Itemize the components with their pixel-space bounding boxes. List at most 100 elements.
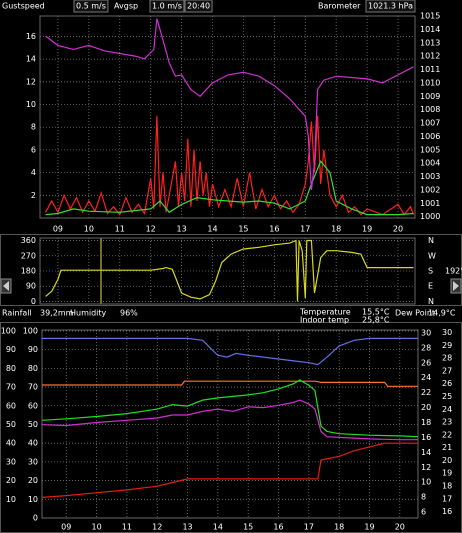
x-tick-label: 17 — [304, 523, 314, 532]
y-tick-label: 60 — [6, 401, 16, 410]
data-line — [41, 442, 418, 498]
y-tick-label: 1011 — [420, 65, 440, 74]
y-tick-label: 50 — [28, 420, 38, 429]
x-tick-label: 14 — [207, 225, 217, 234]
scroll-left[interactable] — [0, 278, 12, 294]
y-tick-label: 28 — [421, 343, 431, 352]
reading-value: 96% — [120, 309, 138, 318]
reading-label: Barometer — [318, 2, 361, 11]
y-tick-label: 29 — [442, 341, 452, 350]
y-tick-label: 10 — [6, 495, 16, 504]
y-tick-label: 30 — [442, 328, 452, 337]
y-tick-label: 1006 — [420, 132, 440, 141]
reading-label: Temperature — [299, 308, 351, 317]
y-tick-label: 1010 — [420, 78, 440, 87]
y-tick-label: 50 — [6, 420, 16, 429]
y-tick-label: S — [428, 267, 433, 276]
reading-box — [149, 0, 185, 13]
y-tick-label: 4 — [31, 168, 36, 177]
reading-value: 25,8°C — [362, 316, 390, 325]
y-tick-label: 70 — [28, 383, 38, 392]
y-tick-label: 40 — [28, 439, 38, 448]
y-tick-label: 10 — [421, 478, 431, 487]
y-tick-label: 18 — [421, 418, 431, 427]
y-tick-label: 20 — [442, 456, 452, 465]
data-line — [45, 160, 414, 216]
y-tick-label: 100 — [23, 326, 38, 335]
y-tick-label: 25 — [442, 392, 452, 401]
y-tick-label: W — [428, 251, 436, 260]
y-tick-label: 70 — [6, 383, 16, 392]
y-tick-label: 22 — [421, 388, 431, 397]
reading-value: 1.0 m/s — [152, 2, 182, 11]
y-tick-label: 12 — [421, 463, 431, 472]
climate-panel-frame — [0, 322, 462, 533]
reading-box — [365, 0, 416, 13]
y-tick-label: 40 — [6, 439, 16, 448]
data-line — [45, 115, 415, 216]
reading-label: Rainfall — [2, 309, 32, 318]
y-tick-label: 26 — [421, 358, 431, 367]
reading-label: Gustspeed — [2, 2, 45, 11]
y-tick-label: 20 — [421, 403, 431, 412]
y-tick-label: 270 — [21, 251, 36, 260]
x-tick-label: 15 — [238, 225, 248, 234]
y-tick-label: N — [428, 236, 434, 245]
x-tick-label: 13 — [182, 523, 192, 532]
y-tick-label: 14 — [26, 55, 36, 64]
y-tick-label: 360 — [21, 236, 36, 245]
current-direction: 192° — [445, 267, 462, 276]
reading-value: 14,9°C — [428, 309, 456, 318]
x-tick-label: 16 — [269, 225, 279, 234]
y-tick-label: 90 — [26, 282, 36, 291]
x-tick-label: 20 — [395, 523, 405, 532]
x-tick-label: 10 — [84, 225, 94, 234]
y-tick-label: 100 — [1, 326, 16, 335]
y-tick-label: 20 — [6, 476, 16, 485]
reading-label: Humidity — [70, 309, 107, 318]
y-tick-label: 180 — [21, 267, 36, 276]
data-line — [41, 379, 419, 438]
y-tick-label: 90 — [28, 345, 38, 354]
y-tick-label: 30 — [6, 457, 16, 466]
x-tick-label: 16 — [273, 523, 283, 532]
y-tick-label: 23 — [442, 418, 452, 427]
y-tick-label: 30 — [421, 328, 431, 337]
y-tick-label: 1001 — [420, 199, 440, 208]
x-tick-label: 19 — [364, 523, 374, 532]
y-tick-label: 1013 — [420, 38, 440, 47]
y-tick-label: 1002 — [420, 185, 440, 194]
x-tick-label: 14 — [213, 523, 223, 532]
y-tick-label: 90 — [6, 345, 16, 354]
y-tick-label: 1008 — [420, 105, 440, 114]
x-tick-label: 11 — [122, 523, 132, 532]
reading-label: Avgsp — [114, 2, 138, 11]
x-tick-label: 20 — [393, 225, 403, 234]
y-tick-label: 6 — [31, 145, 36, 154]
y-tick-label: 17 — [442, 494, 452, 503]
y-tick-label: 1004 — [420, 159, 440, 168]
x-tick-label: 17 — [300, 225, 310, 234]
reading-value: 20:40 — [187, 2, 210, 11]
reading-label: Dew Point — [395, 309, 435, 318]
x-tick-label: 09 — [53, 225, 63, 234]
y-tick-label: 1003 — [420, 172, 440, 181]
scroll-right[interactable] — [450, 278, 462, 294]
y-tick-label: 8 — [31, 123, 36, 132]
y-tick-label: 80 — [28, 364, 38, 373]
y-tick-label: 20 — [28, 476, 38, 485]
x-tick-label: 10 — [91, 523, 101, 532]
y-tick-label: 1005 — [420, 145, 440, 154]
reading-box — [184, 0, 213, 13]
y-tick-label: 1012 — [420, 52, 440, 61]
y-tick-label: 8 — [421, 493, 426, 502]
data-line — [42, 337, 418, 366]
x-tick-label: 12 — [146, 225, 156, 234]
y-tick-label: 14 — [421, 448, 431, 457]
y-tick-label: 1015 — [420, 12, 440, 21]
reading-value: 0.5 m/s — [76, 2, 106, 11]
y-tick-label: 1000 — [420, 212, 440, 221]
x-tick-label: 11 — [115, 225, 125, 234]
y-tick-label: 22 — [442, 430, 452, 439]
y-tick-label: 10 — [28, 495, 38, 504]
